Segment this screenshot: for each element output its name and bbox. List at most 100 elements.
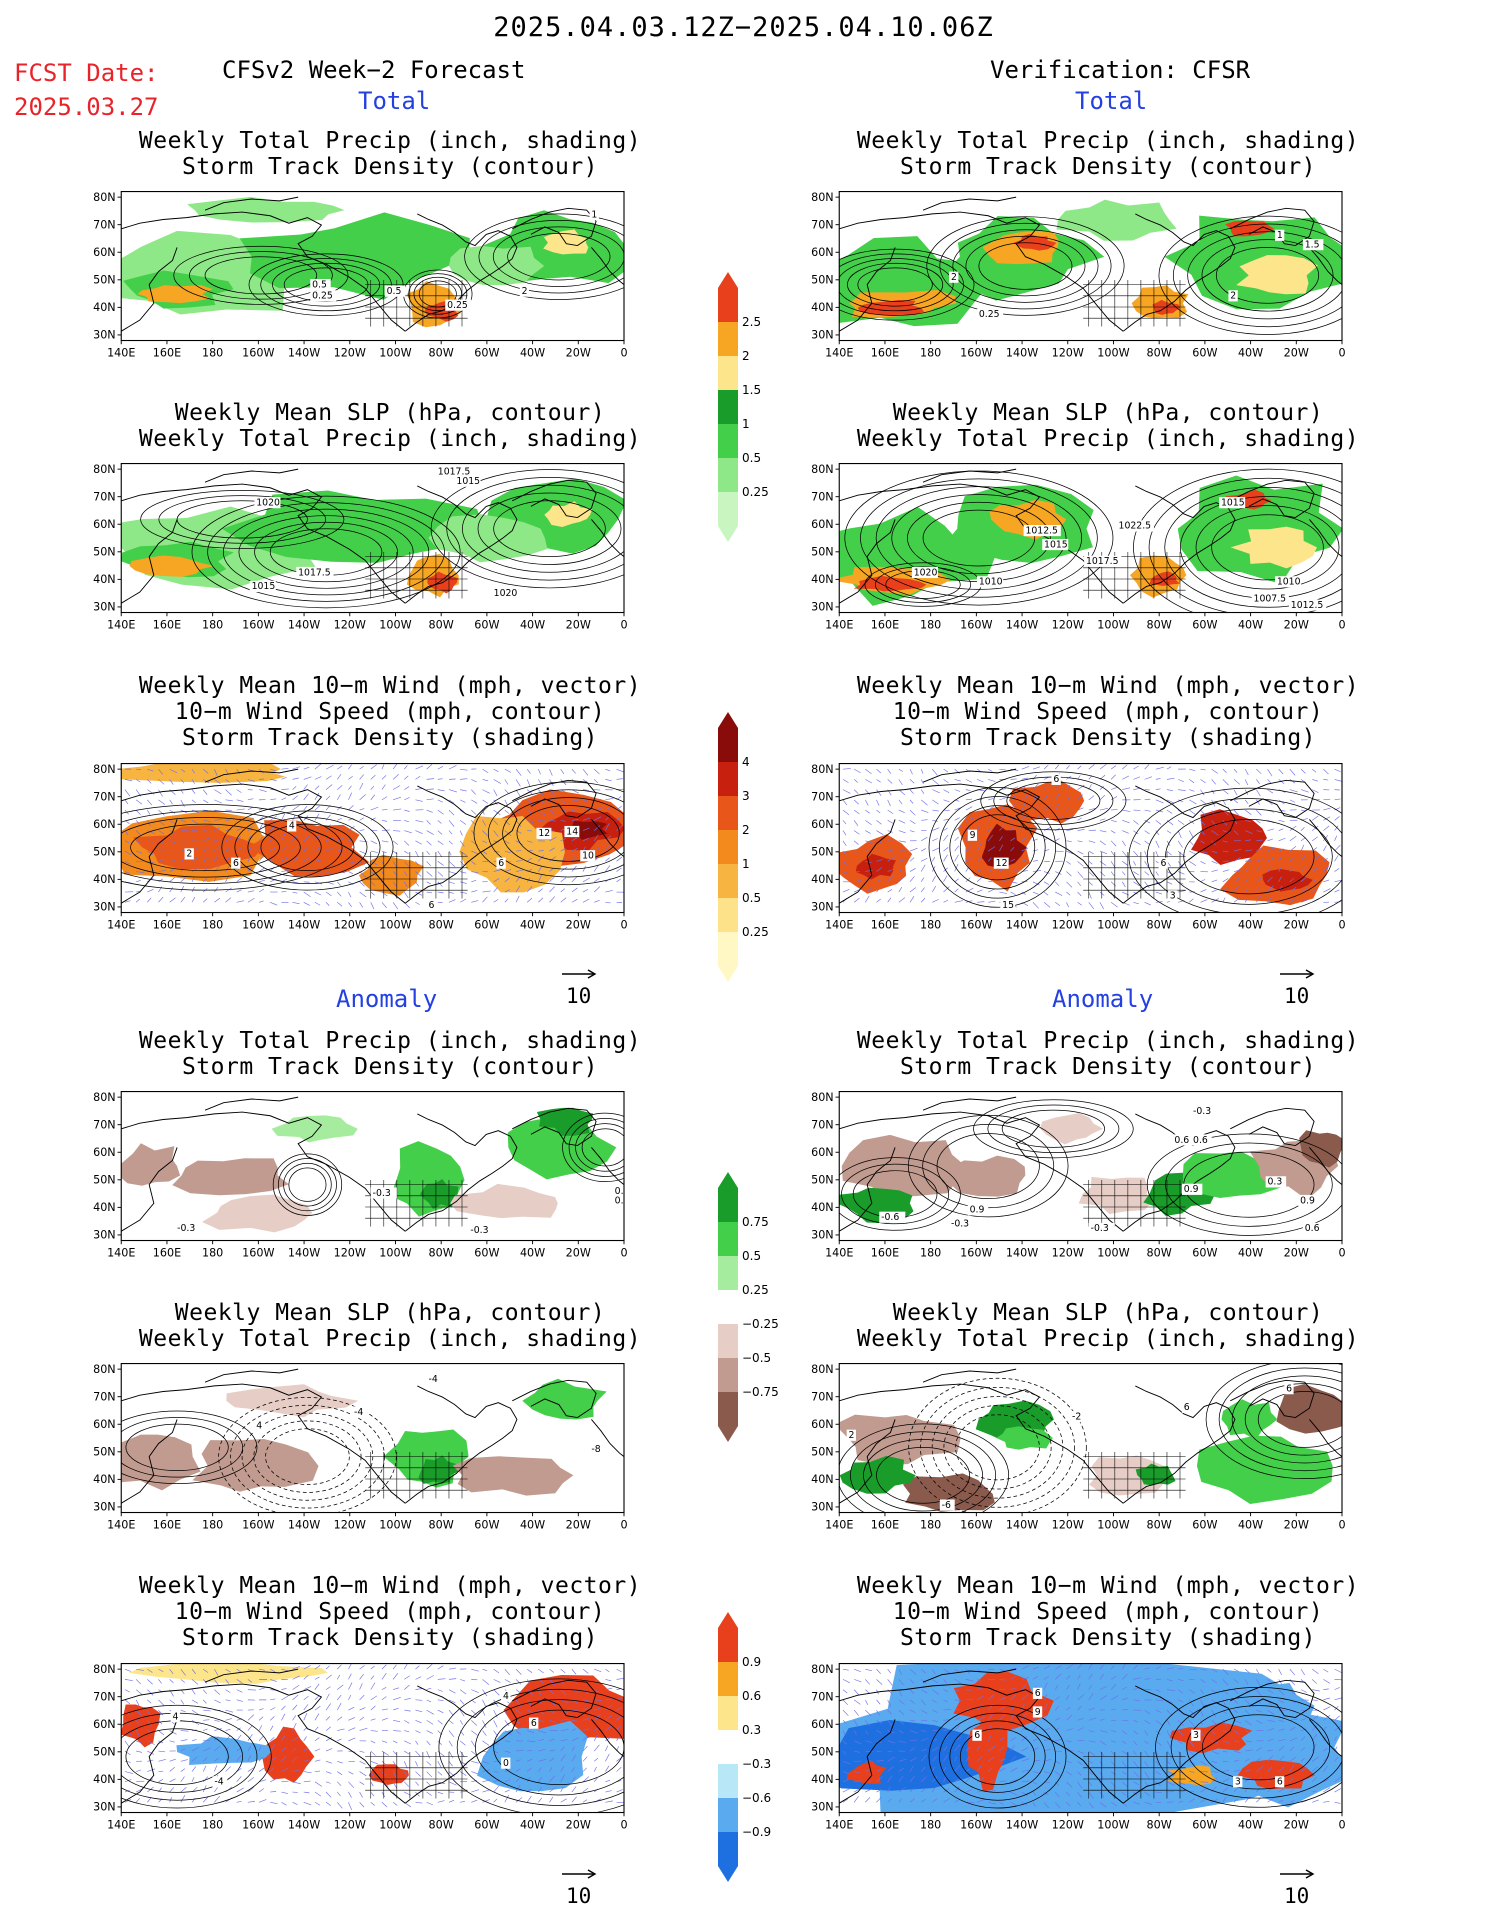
wind-vector xyxy=(1278,1739,1286,1742)
wind-vector xyxy=(415,1740,419,1745)
wind-vector xyxy=(549,1679,556,1686)
x-tick-label: 120W xyxy=(334,346,366,359)
wind-vector xyxy=(281,1780,289,1783)
y-tick-label: 60N xyxy=(93,1418,116,1431)
contour-line xyxy=(1195,505,1340,590)
wind-vector xyxy=(404,830,412,834)
wind-vector xyxy=(515,789,521,797)
wind-vector xyxy=(314,1801,321,1806)
wind-vector xyxy=(169,840,177,844)
contour-label: 6 xyxy=(233,858,239,869)
wind-vector xyxy=(191,1746,200,1752)
contour-line xyxy=(839,1423,1010,1513)
wind-vector xyxy=(370,840,378,845)
y-tick-label: 30N xyxy=(811,329,834,342)
wind-vector xyxy=(1155,1665,1162,1670)
wind-vector xyxy=(593,1679,600,1685)
wind-vector xyxy=(404,765,408,770)
wind-vector xyxy=(1233,898,1240,903)
wind-vector xyxy=(1144,764,1150,770)
wind-vector xyxy=(1032,860,1038,862)
contour-line xyxy=(502,797,624,870)
wind-vector xyxy=(999,768,1006,771)
wind-vector xyxy=(1300,789,1309,793)
wind-vector xyxy=(404,891,409,899)
contour-line xyxy=(125,1728,229,1785)
wind-vector xyxy=(920,887,925,893)
coastline xyxy=(839,1719,896,1804)
wind-vector xyxy=(1256,799,1260,805)
contour-line xyxy=(238,515,414,589)
wind-vector xyxy=(258,1725,263,1731)
wind-vector xyxy=(404,1730,410,1733)
contour-label: 0.9 xyxy=(1300,1195,1315,1206)
wind-vector xyxy=(549,1757,555,1762)
wind-vector xyxy=(515,875,521,882)
colorbar-label: 1 xyxy=(742,417,750,431)
wind-vector xyxy=(392,796,402,801)
shading-patch xyxy=(536,1107,593,1136)
wind-vector xyxy=(1043,776,1049,780)
wind-vector xyxy=(887,1720,893,1726)
wind-vector xyxy=(493,779,501,784)
wind-vector xyxy=(571,876,578,883)
wind-vector xyxy=(415,850,419,857)
wind-vector xyxy=(1178,779,1184,783)
wind-vector xyxy=(426,1687,432,1690)
wind-vector xyxy=(976,1745,980,1752)
wind-vector xyxy=(571,837,577,842)
map-frame xyxy=(838,1090,1343,1242)
wind-vector xyxy=(325,1665,330,1670)
wind-vector xyxy=(415,871,422,877)
wind-vector xyxy=(236,836,241,842)
wind-vector xyxy=(1222,1796,1227,1803)
wind-vector xyxy=(437,1678,446,1680)
wind-vector xyxy=(1256,1757,1262,1762)
wind-vector xyxy=(876,809,881,814)
wind-vector xyxy=(515,809,521,814)
wind-vector xyxy=(1155,799,1164,804)
wind-vector xyxy=(1088,1750,1096,1757)
x-tick-label: 0 xyxy=(620,918,627,931)
wind-vector xyxy=(932,1689,940,1695)
colorbar-label: 0.3 xyxy=(742,1723,761,1737)
contour-line xyxy=(973,1099,1134,1159)
wind-vector xyxy=(348,1771,354,1775)
contour-line xyxy=(939,796,1056,899)
contour-line xyxy=(456,1688,624,1806)
wind-vector xyxy=(549,856,557,862)
x-tick-label: 40W xyxy=(520,346,545,359)
x-tick-label: 140E xyxy=(825,618,853,631)
wind-vector xyxy=(582,817,590,821)
wind-vector xyxy=(898,1709,905,1716)
x-tick-label: 160E xyxy=(871,1818,899,1831)
wind-vector xyxy=(124,850,132,856)
wind-vector xyxy=(325,1791,332,1798)
wind-vector xyxy=(943,799,950,803)
wind-vector xyxy=(214,886,219,893)
wind-vector xyxy=(493,830,499,837)
wind-vector xyxy=(605,1715,612,1721)
wind-vector xyxy=(560,1774,565,1782)
wind-vector xyxy=(169,768,178,774)
contour-label-bg xyxy=(1191,1134,1212,1146)
contour-label: 0.5 xyxy=(615,1186,630,1197)
wind-vector xyxy=(270,1668,276,1673)
coastline xyxy=(204,768,299,783)
x-tick-label: 20W xyxy=(566,1246,591,1259)
wind-vector xyxy=(515,1784,521,1793)
contour-line xyxy=(928,1704,1067,1809)
colorbar-label: 0.75 xyxy=(742,1215,769,1229)
contour-line xyxy=(408,273,468,315)
wind-vector xyxy=(1178,1679,1184,1681)
wind-vector xyxy=(460,768,468,771)
y-tick-label: 80N xyxy=(811,1663,834,1676)
wind-vector xyxy=(404,871,408,876)
wind-vector xyxy=(437,1689,443,1692)
map-frame xyxy=(120,1662,625,1814)
wind-vector xyxy=(594,1707,601,1711)
wind-vector xyxy=(437,1699,444,1702)
coastline xyxy=(121,1147,178,1232)
colorbar-swatch xyxy=(718,424,738,458)
title-line: Weekly Total Precip (inch, shading) xyxy=(856,128,1360,154)
